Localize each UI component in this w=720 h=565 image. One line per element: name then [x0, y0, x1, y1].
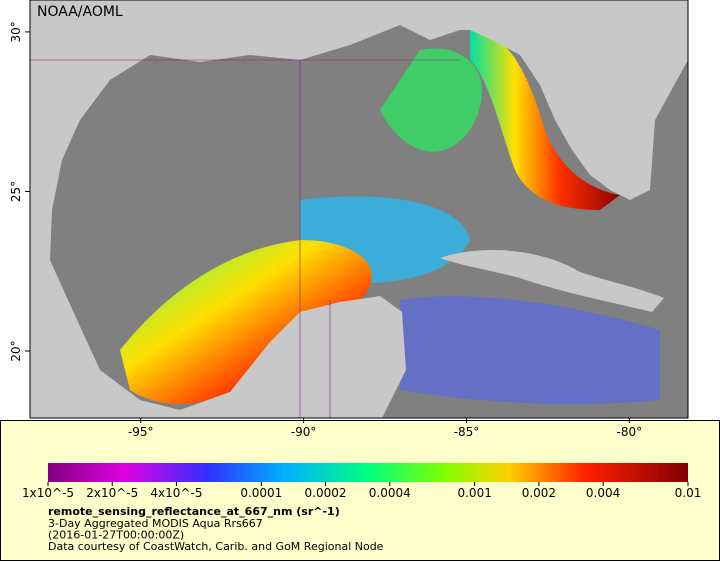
caption-line: Data courtesy of CoastWatch, Carib. and … [48, 540, 384, 553]
colorbar-tick-label: 0.0004 [369, 486, 411, 500]
colorbar-tick-label: 0.0001 [240, 486, 282, 500]
map-area [30, 0, 688, 418]
colorbar-tick-label: 4x10^-5 [150, 486, 202, 500]
land [460, 0, 688, 200]
borders [30, 59, 460, 418]
campeche-shelf [120, 240, 372, 404]
colorbar-title: remote_sensing_reflectance_at_667_nm (sr… [48, 505, 340, 518]
x-tick-label: -85° [454, 425, 480, 439]
x-tick-label: -90° [291, 425, 317, 439]
bloom [380, 48, 482, 152]
caption-line: (2016-01-27T00:00:00Z) [48, 529, 184, 542]
colorbar-tick-label: 0.0002 [305, 486, 347, 500]
land [30, 0, 460, 418]
caribbean [400, 296, 660, 405]
y-tick-label: 30° [9, 21, 23, 42]
colorbar-tick-label: 2x10^-5 [86, 486, 138, 500]
colorbar-tick-label: 0.002 [522, 486, 556, 500]
cuba [440, 249, 664, 312]
florida-shelf [470, 30, 620, 210]
map-frame [29, 0, 689, 419]
y-tick-label: 25° [9, 181, 23, 202]
legend-panel [0, 420, 720, 561]
caption-line: 3-Day Aggregated MODIS Aqua Rrs667 [48, 517, 263, 530]
map-title: NOAA/AOML [37, 4, 123, 20]
x-tick-label: -80° [617, 425, 643, 439]
colorbar-tick-label: 0.01 [675, 486, 702, 500]
colorbar-tick-label: 1x10^-5 [22, 486, 74, 500]
y-tick-label: 20° [9, 340, 23, 361]
x-tick-label: -95° [128, 425, 154, 439]
colorbar [48, 463, 688, 482]
colorbar-tick-label: 0.004 [586, 486, 620, 500]
colorbar-tick-label: 0.001 [457, 486, 491, 500]
